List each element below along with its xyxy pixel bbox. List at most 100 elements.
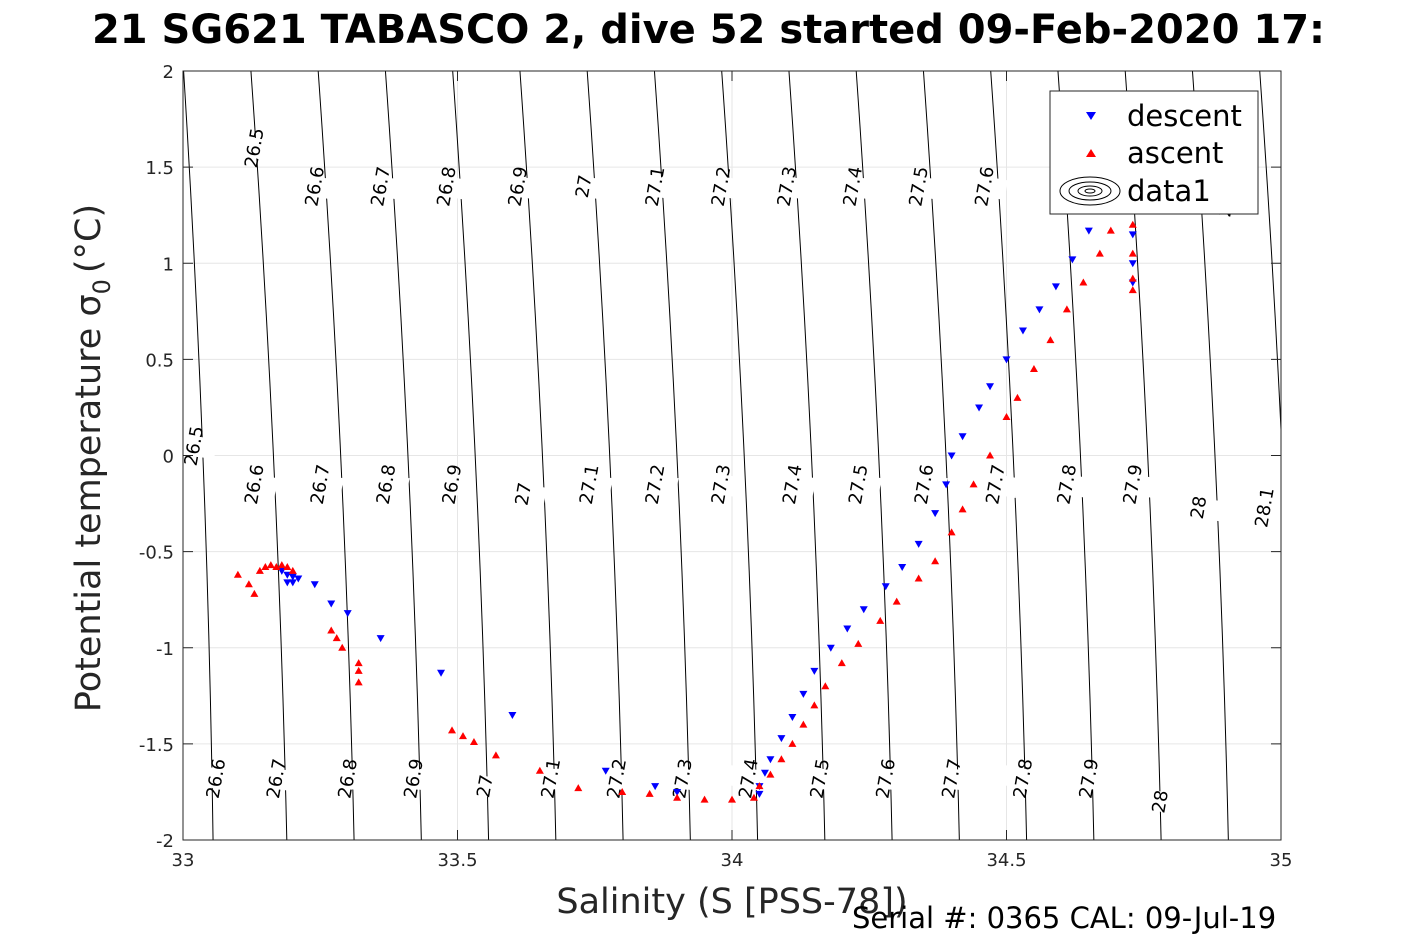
descent-point [766, 756, 775, 764]
contour-label: 27.3 [659, 757, 706, 800]
contour-label-text: 27.2 [708, 165, 736, 208]
ascent-point [255, 566, 264, 574]
contour-label-text: 27.3 [774, 165, 802, 208]
legend: descent ascent data1 [1049, 90, 1259, 215]
contour-label-text: 27.5 [905, 165, 933, 208]
contour-label-bg [192, 764, 240, 793]
sigma-contour-line [990, 71, 1028, 840]
ascent-point [277, 561, 286, 569]
sigma-contour-line [922, 71, 960, 840]
contour-label-bg [631, 470, 679, 499]
descent-point [777, 735, 786, 743]
contour-label-bg [423, 172, 470, 201]
ascent-point [854, 639, 863, 647]
contour-label: 27.4 [829, 165, 877, 208]
contour-label-text: 26.6 [203, 757, 231, 800]
contour-label-text: 26.9 [505, 165, 533, 208]
legend-item-data1: data1 [1059, 174, 1211, 208]
descent-point [601, 767, 610, 775]
contour-icon [1059, 176, 1121, 206]
legend-item-descent: descent [1086, 99, 1242, 133]
contour-label-text: 26.5 [241, 126, 269, 169]
ascent-point [749, 793, 758, 801]
descent-point [986, 383, 995, 391]
descent-point [343, 610, 352, 618]
ascent-point [673, 793, 682, 801]
x-tick-label: 33 [172, 850, 195, 871]
contour-label-bg [796, 764, 844, 793]
descent-point [942, 481, 951, 489]
serial-cal-footer: Serial #: 0365 CAL: 09-Jul-19 [852, 901, 1277, 935]
sigma-contour-line [519, 71, 557, 840]
contour-label-bg [928, 764, 976, 793]
ascent-point [233, 570, 242, 578]
contour-label-bg [1065, 764, 1113, 793]
ascent-point [645, 789, 654, 797]
contour-label-bg [362, 470, 410, 499]
contour-label-bg [768, 470, 816, 499]
descent-point [1035, 306, 1044, 314]
ascent-point [1106, 226, 1115, 234]
contour-label-bg [972, 470, 1019, 499]
contour-label-bg [252, 764, 300, 793]
ascent-point [799, 720, 808, 728]
ascent-point [892, 597, 901, 605]
contour-label-text: 26.9 [439, 463, 467, 506]
descent-point [975, 404, 984, 412]
contour-label-bg [829, 172, 877, 201]
ascent-point [1002, 413, 1011, 421]
contour-label-text: 26.8 [334, 757, 362, 800]
contour-label-text: 27.2 [603, 757, 631, 800]
contour-label: 27.3 [763, 165, 811, 208]
contour-label-text: 27.7 [938, 757, 966, 800]
contour-label-text: 27.5 [807, 757, 835, 800]
contour-label-bg [961, 172, 1008, 201]
contour-label-text: 27.5 [845, 463, 873, 506]
y-tick-label: -2 [156, 831, 174, 852]
contour-label: 27 [499, 480, 547, 508]
descent-point [1128, 260, 1137, 268]
axis-ticks: 33 33.5 34 34.5 35 -2 -1.5 -1 -0.5 0 0.5 1 1.5 2 [139, 62, 1293, 871]
contour-label-text: 26.6 [301, 165, 329, 208]
ascent-point [1128, 286, 1137, 294]
contour-label-bg [1109, 470, 1157, 499]
ascent-point [969, 480, 978, 488]
ascent-point [958, 505, 967, 513]
ascent-point [837, 659, 846, 667]
contour-label-bg [170, 432, 218, 460]
contour-label-bg [499, 480, 547, 508]
y-tick-label: 0.5 [145, 350, 174, 371]
contour-label-bg [900, 470, 948, 499]
contour-label: 27 [560, 172, 608, 201]
descent-point [673, 788, 682, 796]
ascent-point [1128, 249, 1137, 257]
contour-label: 26.5 [230, 126, 278, 170]
contour-label: 28 [1136, 787, 1184, 816]
descent-point [1002, 356, 1011, 364]
contour-label: 27.7 [972, 463, 1019, 506]
descent-point [1084, 227, 1093, 235]
ascent-point [810, 701, 819, 709]
contour-label: 26.6 [291, 165, 339, 208]
contour-label-text: 28 [1148, 789, 1173, 815]
contour-label: 27.6 [900, 463, 948, 506]
ascent-point [354, 659, 363, 667]
contour-label-text: 26.7 [263, 757, 291, 800]
contour-label-bg [390, 764, 437, 793]
ascent-point [1095, 249, 1104, 257]
contour-label-bg [1241, 493, 1288, 522]
contour-label-bg [296, 470, 344, 499]
contour-label: 28 [1175, 493, 1223, 522]
contour-label-text: 26.8 [433, 165, 461, 208]
descent-point [810, 667, 819, 675]
contour-label: 27.2 [593, 757, 641, 800]
ascent-point [821, 682, 830, 690]
contour-label: 26.5 [170, 424, 218, 468]
ascent-point [1062, 305, 1071, 313]
sigma-contour-line [250, 71, 288, 840]
ascent-marker-icon [1086, 149, 1096, 157]
chart-title: 21 SG621 TABASCO 2, dive 52 started 09-F… [91, 7, 1326, 53]
descent-point [1128, 231, 1137, 239]
contour-label: 26.6 [230, 463, 278, 506]
contour-label: 27.7 [928, 757, 976, 800]
